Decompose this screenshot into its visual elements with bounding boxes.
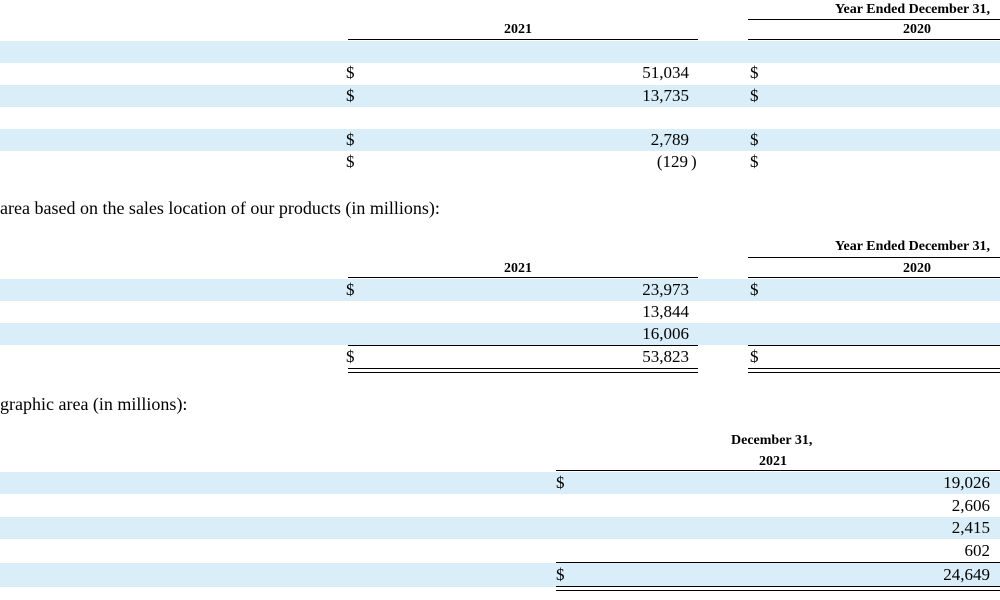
total-double-rule-2020 — [748, 368, 1000, 373]
section1-col-rule-2020 — [748, 39, 1000, 40]
section2-col-rule-2021 — [348, 277, 698, 278]
value-2021: 602 — [964, 541, 991, 560]
section1-col-2020: 2020 — [903, 22, 931, 37]
section1-col-rule-2021 — [348, 39, 698, 40]
table-row — [0, 85, 1000, 107]
value-2021: 19,026 — [943, 473, 990, 492]
currency-symbol: $ — [346, 86, 355, 105]
currency-symbol: $ — [346, 347, 355, 366]
currency-symbol: $ — [346, 280, 355, 299]
value-2021: 53,823 — [642, 347, 689, 366]
section1-header-year-ended: Year Ended December 31, — [835, 2, 991, 17]
section2-header-year-ended: Year Ended December 31, — [835, 239, 991, 254]
currency-symbol: $ — [750, 347, 759, 366]
table-row — [0, 517, 1000, 539]
value-2021: 24,649 — [943, 565, 990, 584]
total-double-rule-2021 — [348, 368, 698, 373]
value-2021: 2,415 — [951, 518, 990, 537]
value-2021: 2,789 — [650, 130, 689, 149]
currency-symbol: $ — [556, 473, 565, 492]
section2-col-2021: 2021 — [504, 261, 532, 276]
section1-col-2021: 2021 — [504, 22, 532, 37]
total-double-rule — [556, 586, 1000, 591]
currency-symbol: $ — [556, 565, 565, 584]
currency-symbol: $ — [346, 152, 355, 171]
table-row — [0, 563, 1000, 587]
section1-band-0 — [0, 41, 1000, 63]
table-row — [0, 129, 1000, 151]
currency-symbol: $ — [346, 130, 355, 149]
value-2021: (129 — [656, 152, 688, 171]
section3-header-december: December 31, — [731, 433, 813, 448]
prose-geographic-area: graphic area (in millions): — [0, 394, 188, 414]
section3-col-rule — [556, 470, 1000, 471]
currency-symbol: $ — [750, 130, 759, 149]
section2-header-rule — [748, 257, 1000, 258]
subtotal-rule-2021 — [348, 345, 698, 346]
prose-sales-location: area based on the sales location of our … — [0, 198, 440, 218]
section1-header-rule — [748, 19, 1000, 20]
section2-col-rule-2020 — [748, 277, 1000, 278]
table-row — [0, 323, 1000, 345]
section3-header-2021: 2021 — [759, 454, 787, 469]
table-row — [0, 472, 1000, 494]
value-2021: 13,735 — [642, 86, 689, 105]
value-2021: 13,844 — [642, 302, 689, 321]
currency-symbol: $ — [750, 280, 759, 299]
subtotal-rule — [556, 562, 1000, 563]
currency-symbol: $ — [750, 63, 759, 82]
currency-symbol: $ — [750, 86, 759, 105]
section2-col-2020: 2020 — [903, 261, 931, 276]
subtotal-rule-2020 — [748, 345, 1000, 346]
value-2021: 2,606 — [951, 496, 990, 515]
currency-symbol: $ — [346, 63, 355, 82]
value-2021: 23,973 — [642, 280, 689, 299]
closing-paren: ) — [691, 152, 697, 171]
value-2021: 16,006 — [642, 324, 689, 343]
currency-symbol: $ — [750, 152, 759, 171]
table-row — [0, 279, 1000, 301]
value-2021: 51,034 — [642, 63, 689, 82]
